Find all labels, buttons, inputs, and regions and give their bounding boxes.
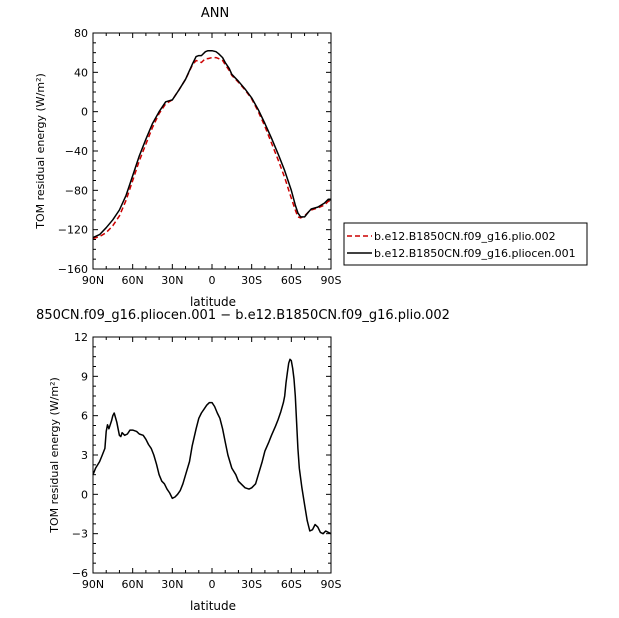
top-x-tick-label: 30S bbox=[241, 274, 262, 287]
top-y-tick-label: −80 bbox=[65, 184, 88, 197]
top-y-tick-label: 0 bbox=[81, 106, 88, 119]
bottom-series-line-difference bbox=[92, 358, 332, 535]
bottom-y-axis-label: TOM residual energy (W/m²) bbox=[48, 377, 61, 534]
top-axis-ticks: 90N 60N 30N 0 30S 60S 90S −160 −120 −80 −40 0 40 80 bbox=[58, 27, 342, 287]
top-y-tick-label: −40 bbox=[65, 145, 88, 158]
bottom-y-tick-label: 6 bbox=[81, 410, 88, 423]
bottom-x-axis-label: latitude bbox=[190, 599, 236, 613]
bottom-y-tick-label: 0 bbox=[81, 488, 88, 501]
top-x-tick-label: 60N bbox=[122, 274, 144, 287]
top-panel: ANN 90N 60N 30N 0 30S 60S 90S −160 −120 −80 −40 0 40… bbox=[34, 6, 588, 309]
top-chart-title: ANN bbox=[201, 6, 229, 21]
bottom-x-tick-label: 90S bbox=[321, 578, 342, 591]
top-x-axis-label: latitude bbox=[190, 295, 236, 309]
top-x-tick-label: 30N bbox=[161, 274, 183, 287]
bottom-x-tick-label: 90N bbox=[82, 578, 104, 591]
bottom-x-tick-label: 60S bbox=[281, 578, 302, 591]
bottom-y-tick-label: 9 bbox=[81, 370, 88, 383]
top-series-line-b-e12-b1850cn-f09-g16-plio-002 bbox=[92, 56, 331, 240]
bottom-y-tick-label: 12 bbox=[74, 331, 88, 344]
bottom-panel: 850CN.f09_g16.pliocen.001 − b.e12.B1850C… bbox=[36, 308, 450, 613]
bottom-x-tick-label: 60N bbox=[122, 578, 144, 591]
top-series-line-b-e12-b1850cn-f09-g16-pliocen-001 bbox=[92, 49, 331, 239]
bottom-x-tick-label: 30S bbox=[241, 578, 262, 591]
top-y-tick-label: −160 bbox=[58, 263, 88, 276]
top-y-tick-label: −120 bbox=[58, 224, 88, 237]
top-y-tick-label: 40 bbox=[74, 66, 88, 79]
top-x-tick-label: 90N bbox=[82, 274, 104, 287]
bottom-axis-ticks: 90N 60N 30N 0 30S 60S 90S −6 −3 0 3 6 9 12 bbox=[72, 331, 342, 591]
bottom-x-tick-label: 30N bbox=[161, 578, 183, 591]
bottom-y-tick-label: −6 bbox=[72, 567, 88, 580]
top-y-axis-label: TOM residual energy (W/m²) bbox=[34, 73, 47, 230]
legend: b.e12.B1850CN.f09_g16.plio.002 b.e12.B18… bbox=[343, 222, 588, 266]
top-y-tick-label: 80 bbox=[74, 27, 88, 40]
legend-box bbox=[343, 222, 588, 266]
bottom-x-tick-label: 0 bbox=[209, 578, 216, 591]
top-x-tick-label: 60S bbox=[281, 274, 302, 287]
bottom-y-tick-label: 3 bbox=[81, 449, 88, 462]
bottom-plot-frame bbox=[92, 336, 332, 574]
legend-label-plio: b.e12.B1850CN.f09_g16.plio.002 bbox=[374, 230, 556, 243]
bottom-y-tick-label: −3 bbox=[72, 528, 88, 541]
bottom-series-lines bbox=[92, 358, 332, 535]
top-plot-frame bbox=[92, 32, 332, 270]
legend-label-pliocen: b.e12.B1850CN.f09_g16.pliocen.001 bbox=[374, 247, 576, 260]
top-x-tick-label: 0 bbox=[209, 274, 216, 287]
bottom-chart-title: 850CN.f09_g16.pliocen.001 − b.e12.B1850C… bbox=[36, 308, 450, 323]
top-x-tick-label: 90S bbox=[321, 274, 342, 287]
top-series-lines bbox=[92, 49, 331, 240]
